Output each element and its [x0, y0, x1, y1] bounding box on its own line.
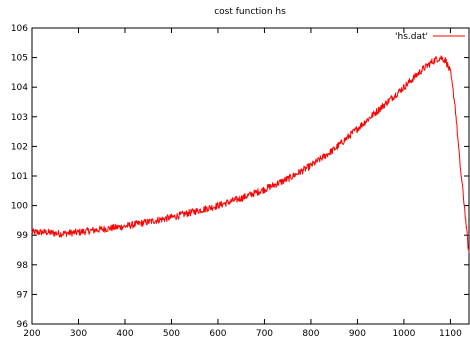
axis-tick-labels: 200 300 400 500 600 700 800 900 1000 1100 96 97 98 99… — [11, 24, 462, 339]
x-tick-label: 1000 — [392, 329, 415, 339]
y-tick-label: 103 — [11, 113, 28, 123]
x-tick-label: 300 — [70, 329, 87, 339]
y-tick-label: 102 — [11, 142, 28, 152]
x-tick-label: 900 — [349, 329, 366, 339]
series-group — [31, 55, 470, 253]
y-tick-label: 98 — [17, 261, 29, 271]
series-line-hs — [31, 55, 470, 253]
x-tick-label: 400 — [116, 329, 133, 339]
x-tick-label: 200 — [23, 329, 40, 339]
x-tick-label: 500 — [163, 329, 180, 339]
x-tick-label: 1100 — [439, 329, 462, 339]
y-tick-label: 101 — [11, 172, 28, 182]
x-tick-label: 600 — [209, 329, 226, 339]
y-tick-label: 105 — [11, 54, 28, 64]
y-tick-label: 99 — [17, 231, 29, 241]
axis-ticks — [31, 27, 469, 325]
y-tick-label: 104 — [11, 83, 28, 93]
y-tick-label: 96 — [17, 320, 29, 330]
y-tick-label: 97 — [17, 290, 28, 300]
legend-label: 'hs.dat' — [395, 32, 428, 42]
plot-frame — [31, 27, 470, 325]
chart-title: cost function hs — [214, 7, 286, 17]
y-tick-label: 106 — [11, 24, 28, 34]
x-tick-label: 700 — [256, 329, 273, 339]
legend: 'hs.dat' — [395, 32, 465, 42]
y-tick-label: 100 — [11, 202, 28, 212]
x-tick-label: 800 — [302, 329, 319, 339]
